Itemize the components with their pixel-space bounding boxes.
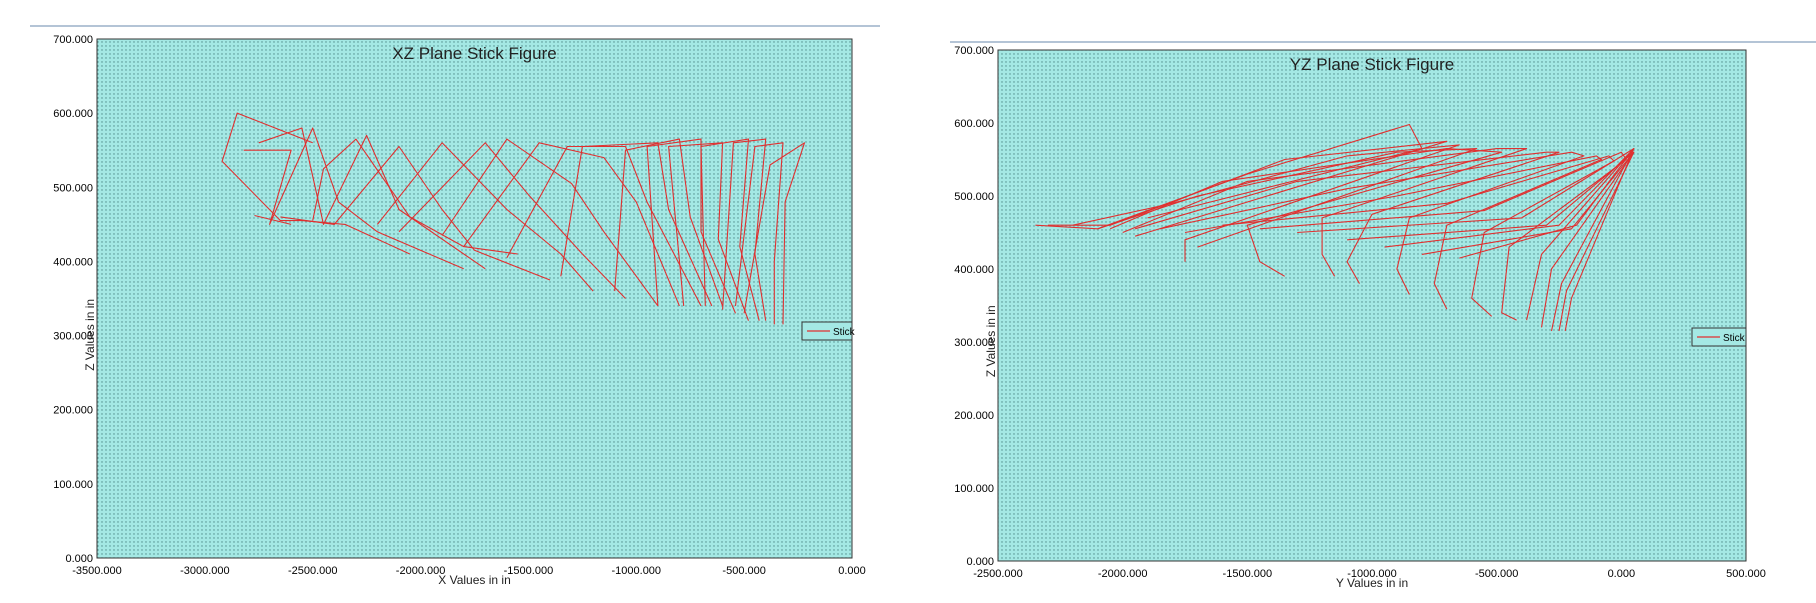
xz-x-tick-label: -2500.000 <box>288 565 338 577</box>
yz-plot-area <box>997 49 1747 562</box>
xz-stick-segment-15 <box>700 138 760 321</box>
xz-stick-segment-4 <box>280 145 551 281</box>
xz-stick-segment-18 <box>743 142 806 325</box>
xz-stick-segment-11 <box>560 142 713 307</box>
yz-chart-panel: 0.000 100.000 200.000 300.000 400.000 500.000… <box>920 0 1816 603</box>
xz-stick-segment-17 <box>734 142 784 325</box>
yz-x-tick-label: -2500.000 <box>973 568 1023 580</box>
xz-x-tick-label: -500.000 <box>722 565 765 577</box>
xz-x-tick-label: -1500.000 <box>504 565 554 577</box>
yz-y-tick-label: 200.000 <box>954 410 994 422</box>
yz-y-tick-label: 500.000 <box>954 191 994 203</box>
xz-x-tick-label: -3500.000 <box>72 565 122 577</box>
xz-chart-title: XZ Plane Stick Figure <box>392 44 556 63</box>
xz-stick-segment-13 <box>646 138 737 314</box>
yz-y-tick-label: 600.000 <box>954 118 994 130</box>
xz-y-tick-label: 700.000 <box>53 34 93 46</box>
yz-x-axis-label: Y Values in in <box>1336 576 1408 590</box>
xz-chart: 0.000 100.000 200.000 300.000 400.000 500.000… <box>30 25 880 587</box>
yz-y-axis-label: Z Values in in <box>984 305 998 377</box>
yz-x-tick-label: 500.000 <box>1726 568 1766 580</box>
xz-y-tick-label: 500.000 <box>53 182 93 194</box>
xz-y-tick-label: 0.000 <box>65 553 93 565</box>
yz-legend: Stick <box>1691 327 1747 347</box>
xz-stick-segment-9 <box>463 142 680 307</box>
xz-y-tick-label: 400.000 <box>53 256 93 268</box>
xz-legend: Stick <box>801 321 856 341</box>
xz-stick-segment-16 <box>722 138 767 321</box>
xz-stick-segment-5 <box>254 214 292 225</box>
yz-x-tick-label: -1500.000 <box>1223 568 1273 580</box>
yz-y-tick-label: 400.000 <box>954 264 994 276</box>
yz-stick-segment-6 <box>1134 151 1560 284</box>
xz-plot-area <box>96 38 853 559</box>
yz-chart-title: YZ Plane Stick Figure <box>1290 55 1454 74</box>
yz-stick-segment-15 <box>1459 148 1635 332</box>
yz-y-tick-label: 700.000 <box>954 45 994 57</box>
xz-y-tick-label: 200.000 <box>53 405 93 417</box>
yz-stick-segment-1 <box>1047 140 1448 237</box>
yz-stick-segment-4 <box>1109 148 1503 277</box>
yz-x-tick-label: -2000.000 <box>1098 568 1148 580</box>
yz-stick-segment-7 <box>1159 151 1585 295</box>
xz-y-axis-label: Z Values in in <box>83 299 97 371</box>
xz-y-tick-label: 600.000 <box>53 108 93 120</box>
xz-y-tick-label: 300.000 <box>53 331 93 343</box>
xz-stick-segment-1 <box>243 127 464 270</box>
yz-chart: 0.000 100.000 200.000 300.000 400.000 500.000… <box>950 41 1816 590</box>
yz-stick-segment-3 <box>1097 148 1478 248</box>
xz-stick-segment-12 <box>614 138 724 307</box>
yz-stick-segment-5 <box>1122 148 1528 277</box>
yz-x-tick-label: -1000.000 <box>1347 568 1397 580</box>
yz-stick-segment-0 <box>1035 123 1423 230</box>
xz-legend-label: Stick <box>833 327 856 338</box>
yz-y-tick-label: 100.000 <box>954 483 994 495</box>
xz-stick-segment-8 <box>441 138 659 307</box>
yz-x-tick-label: -500.000 <box>1475 568 1518 580</box>
xz-x-tick-label: -3000.000 <box>180 565 230 577</box>
yz-stick-segment-14 <box>1421 151 1635 332</box>
xz-x-tick-label: -1000.000 <box>612 565 662 577</box>
yz-stick-segment-8 <box>1184 155 1602 310</box>
xz-y-tick-label: 100.000 <box>53 479 93 491</box>
xz-x-axis-label: X Values in in <box>438 573 511 587</box>
xz-chart-panel: 0.000 100.000 200.000 300.000 400.000 500.000… <box>0 0 880 603</box>
yz-stick-segment-2 <box>1072 144 1460 262</box>
xz-x-tick-label: 0.000 <box>838 565 866 577</box>
yz-y-tick-label: 300.000 <box>954 337 994 349</box>
xz-x-tick-label: -2000.000 <box>396 565 446 577</box>
xz-stick-segment-6 <box>376 142 594 292</box>
yz-y-tick-label: 0.000 <box>966 556 994 568</box>
xz-stick-segment-10 <box>506 145 702 307</box>
yz-legend-label: Stick <box>1723 333 1746 344</box>
xz-stick-segment-7 <box>398 142 626 299</box>
xz-stick-segment-0 <box>221 112 411 255</box>
yz-x-tick-label: 0.000 <box>1608 568 1636 580</box>
